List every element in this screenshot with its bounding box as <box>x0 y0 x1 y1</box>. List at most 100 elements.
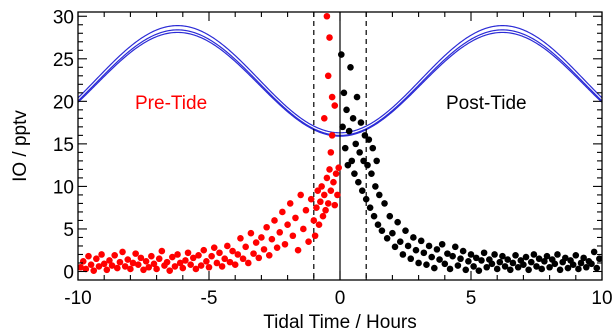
pre-tide-point <box>331 102 339 109</box>
post-tide-point <box>423 261 430 268</box>
post-tide-point <box>428 253 436 261</box>
post-tide-point <box>376 191 383 199</box>
pre-tide-point <box>318 183 325 190</box>
pre-tide-point <box>195 252 202 259</box>
post-tide-point <box>396 238 404 246</box>
pre-tide-point <box>268 235 276 243</box>
pre-tide-point <box>324 72 332 80</box>
x-tick-label: 5 <box>466 288 477 309</box>
pre-tide-point <box>323 174 331 182</box>
post-tide-point <box>402 227 409 234</box>
pre-tide-point <box>134 261 142 268</box>
pre-tide-point <box>153 265 160 273</box>
post-tide-point <box>572 252 580 259</box>
pre-tide-point <box>335 164 342 171</box>
post-tide-point <box>480 249 488 257</box>
post-tide-point <box>533 263 540 270</box>
post-tide-point <box>462 266 470 274</box>
post-tide-point <box>475 267 483 274</box>
pre-tide-point <box>189 254 197 262</box>
post-tide-point <box>472 254 480 262</box>
post-tide-point <box>467 251 475 258</box>
post-tide-point <box>575 265 582 273</box>
pre-tide-point <box>328 132 336 139</box>
pre-tide-point <box>176 259 184 267</box>
post-tide-point <box>404 242 412 250</box>
pre-tide-point <box>171 263 179 270</box>
post-tide-point <box>436 256 443 263</box>
post-tide-point <box>340 89 348 97</box>
post-tide-point <box>339 123 346 131</box>
post-tide-point <box>530 251 538 258</box>
post-tide-point <box>378 227 386 234</box>
post-tide-point <box>347 64 354 71</box>
pre-tide-point <box>90 267 98 274</box>
pre-tide-point <box>182 257 189 264</box>
pre-tide-point <box>150 260 158 268</box>
pre-tide-point <box>208 252 215 260</box>
y-tick-label: 5 <box>63 220 74 241</box>
pre-tide-point <box>127 265 134 273</box>
post-tide-point <box>535 255 543 263</box>
post-tide-point <box>353 93 361 101</box>
post-tide-point <box>344 161 352 169</box>
post-tide-point <box>493 265 501 273</box>
post-tide-point <box>417 237 425 245</box>
post-tide-point <box>564 264 572 272</box>
post-tide-point <box>410 234 417 241</box>
post-tide-point <box>459 247 467 255</box>
pre-tide-point <box>330 178 337 186</box>
post-tide-point <box>465 257 472 265</box>
pre-tide-point <box>310 217 318 224</box>
post-tide-point <box>580 254 587 262</box>
pre-tide-point <box>213 259 221 267</box>
pre-tide-point <box>322 206 329 214</box>
post-tide-point <box>338 51 345 58</box>
pre-tide-point <box>276 229 284 236</box>
pre-tide-point <box>334 191 341 199</box>
tick-labels: -10 -5 0 5 10 0 5 10 15 20 25 30 <box>53 7 613 309</box>
pre-tide-point <box>328 93 336 101</box>
post-tide-point <box>593 264 601 272</box>
y-tick-label: 20 <box>53 92 74 113</box>
y-tick-label: 15 <box>53 135 74 156</box>
data-points <box>78 12 602 274</box>
x-axis-title: Tidal Time / Hours <box>263 312 416 333</box>
pre-tide-point <box>148 252 155 260</box>
post-tide-point <box>433 246 441 253</box>
pre-tide-point <box>327 187 335 194</box>
pre-tide-point <box>252 239 260 246</box>
pre-tide-point <box>95 263 103 270</box>
post-tide-point <box>441 260 449 268</box>
post-tide-point <box>386 212 394 220</box>
post-tide-point <box>370 212 378 220</box>
post-tide-point <box>541 257 548 265</box>
pre-tide-point <box>114 264 121 272</box>
post-tide-point <box>341 144 349 152</box>
pre-tide-point <box>224 242 231 250</box>
pre-tide-point <box>289 232 297 240</box>
pre-tide-point <box>119 248 126 256</box>
x-tick-label: 10 <box>591 288 612 309</box>
pre-tide-point <box>163 258 171 266</box>
post-tide-point <box>554 251 561 258</box>
pre-tide-point <box>132 250 139 257</box>
pre-tide-point <box>314 187 322 194</box>
post-tide-point <box>527 258 535 266</box>
pre-tide-point <box>231 261 239 268</box>
pre-tide-point <box>297 191 305 199</box>
pre-tide-point <box>93 255 100 263</box>
pre-tide-point <box>323 12 331 20</box>
pre-tide-point <box>129 259 137 267</box>
pre-tide-point <box>205 263 213 271</box>
pre-tide-point <box>320 115 328 122</box>
pre-tide-annotation: Pre-Tide <box>135 93 207 114</box>
pre-tide-point <box>331 201 339 209</box>
post-tide-point <box>514 263 522 271</box>
post-tide-point <box>496 258 504 266</box>
post-tide-point <box>470 263 477 270</box>
pre-tide-point <box>158 247 166 255</box>
post-tide-point <box>499 252 506 260</box>
pre-tide-point <box>250 250 257 257</box>
